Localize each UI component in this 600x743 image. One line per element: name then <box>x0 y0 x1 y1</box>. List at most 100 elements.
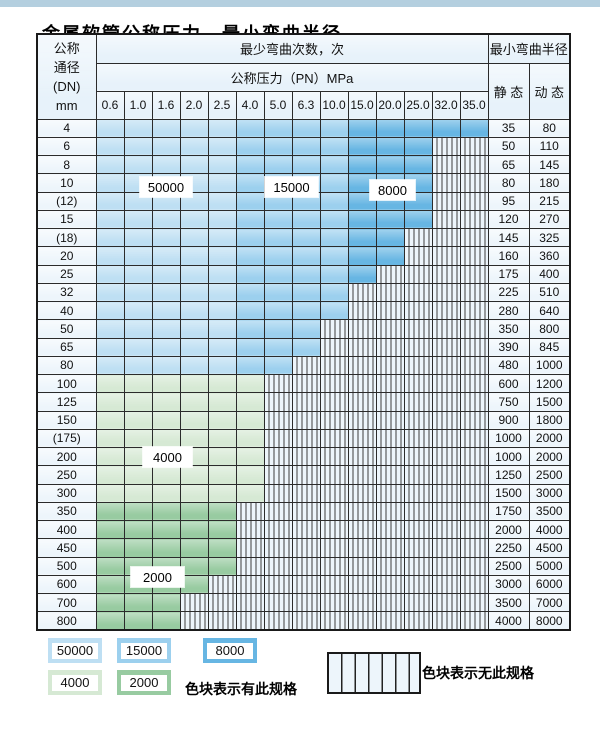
spec-cell <box>319 118 349 138</box>
no-spec-cell <box>347 465 377 485</box>
no-spec-cell <box>431 373 461 394</box>
no-spec-cell <box>375 337 405 357</box>
no-spec-cell <box>431 538 461 558</box>
spec-cell <box>123 337 153 357</box>
spec-cell <box>123 501 153 522</box>
top-strip <box>0 0 600 7</box>
spec-cell <box>347 246 377 266</box>
header-pressure-value: 0.6 <box>95 90 125 120</box>
spec-cell <box>235 173 265 193</box>
header-pressure-value: 32.0 <box>431 90 461 120</box>
no-spec-cell <box>459 319 489 339</box>
spec-cell <box>403 154 433 175</box>
spec-cell <box>95 574 125 595</box>
table-row: 400 2000 4000 <box>36 519 571 540</box>
spec-cell <box>179 556 209 576</box>
no-spec-cell <box>263 592 293 613</box>
table-row: 15 120 270 <box>36 209 571 230</box>
no-spec-cell <box>347 574 377 595</box>
no-spec-cell <box>235 574 265 595</box>
no-spec-cell <box>431 264 461 284</box>
no-spec-cell <box>319 465 349 485</box>
spec-cell <box>151 136 181 157</box>
dynamic-radius-value: 1800 <box>528 410 571 430</box>
row-dn-label: (18) <box>36 227 97 248</box>
header-bend-times: 最少弯曲次数，次 <box>95 33 489 64</box>
spec-cell <box>319 209 349 230</box>
spec-cell <box>207 373 237 394</box>
spec-cell <box>291 154 321 175</box>
spec-cell <box>95 209 125 230</box>
spec-cell <box>179 538 209 558</box>
row-dn-label: 250 <box>36 465 97 485</box>
spec-cell <box>179 337 209 357</box>
table-row: 450 2250 4500 <box>36 538 571 558</box>
static-radius-value: 80 <box>487 173 530 193</box>
spec-cell <box>179 118 209 138</box>
spec-cell <box>263 282 293 303</box>
spec-cell <box>291 264 321 284</box>
row-dn-label: 80 <box>36 355 97 376</box>
row-dn-label: 32 <box>36 282 97 303</box>
no-spec-cell <box>347 501 377 522</box>
static-radius-value: 2500 <box>487 556 530 576</box>
spec-cell <box>151 428 181 449</box>
no-spec-cell <box>459 410 489 430</box>
no-spec-cell <box>431 319 461 339</box>
spec-cell <box>151 355 181 376</box>
zone-label-50000: 50000 <box>140 177 192 197</box>
dynamic-radius-value: 2500 <box>528 465 571 485</box>
no-spec-cell <box>431 410 461 430</box>
no-spec-cell <box>403 264 433 284</box>
spec-cell <box>207 173 237 193</box>
table-row: 32 225 510 <box>36 282 571 303</box>
spec-cell <box>151 410 181 430</box>
row-dn-label: 350 <box>36 501 97 522</box>
header-pressure-value: 1.0 <box>123 90 153 120</box>
no-spec-cell <box>291 355 321 376</box>
no-spec-cell <box>347 611 377 631</box>
spec-cell <box>207 355 237 376</box>
table-row: 350 1750 3500 <box>36 501 571 522</box>
no-spec-cell <box>347 282 377 303</box>
spec-cell <box>291 337 321 357</box>
no-spec-cell <box>403 446 433 467</box>
spec-cell <box>207 136 237 157</box>
row-dn-label: 300 <box>36 483 97 503</box>
no-spec-cell <box>235 519 265 540</box>
spec-cell <box>151 519 181 540</box>
spec-cell <box>235 246 265 266</box>
spec-cell <box>123 246 153 266</box>
spec-cell <box>207 428 237 449</box>
row-dn-label: 500 <box>36 556 97 576</box>
header-pressure-value: 2.5 <box>207 90 237 120</box>
spec-cell <box>291 300 321 321</box>
no-spec-cell <box>459 519 489 540</box>
no-spec-cell <box>375 611 405 631</box>
no-spec-cell <box>403 611 433 631</box>
spec-cell <box>151 611 181 631</box>
spec-cell <box>95 264 125 284</box>
no-spec-cell <box>319 428 349 449</box>
no-spec-cell <box>375 574 405 595</box>
no-spec-cell <box>291 574 321 595</box>
static-radius-value: 175 <box>487 264 530 284</box>
table-row: 4 35 80 <box>36 118 571 138</box>
header-pressure-value: 10.0 <box>319 90 349 120</box>
dynamic-radius-value: 5000 <box>528 556 571 576</box>
no-spec-cell <box>375 501 405 522</box>
spec-cell <box>235 355 265 376</box>
spec-cell <box>95 465 125 485</box>
spec-cell <box>207 246 237 266</box>
spec-cell <box>347 154 377 175</box>
no-spec-cell <box>431 519 461 540</box>
no-spec-cell <box>347 538 377 558</box>
row-dn-label: 40 <box>36 300 97 321</box>
static-radius-value: 160 <box>487 246 530 266</box>
no-spec-cell <box>347 556 377 576</box>
static-radius-value: 480 <box>487 355 530 376</box>
row-dn-label: 10 <box>36 173 97 193</box>
spec-cell <box>95 373 125 394</box>
no-spec-cell <box>291 556 321 576</box>
spec-cell <box>123 428 153 449</box>
